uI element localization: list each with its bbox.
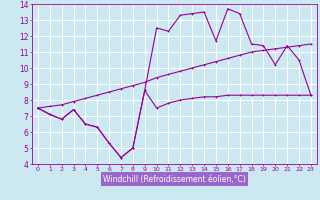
X-axis label: Windchill (Refroidissement éolien,°C): Windchill (Refroidissement éolien,°C): [103, 175, 246, 184]
